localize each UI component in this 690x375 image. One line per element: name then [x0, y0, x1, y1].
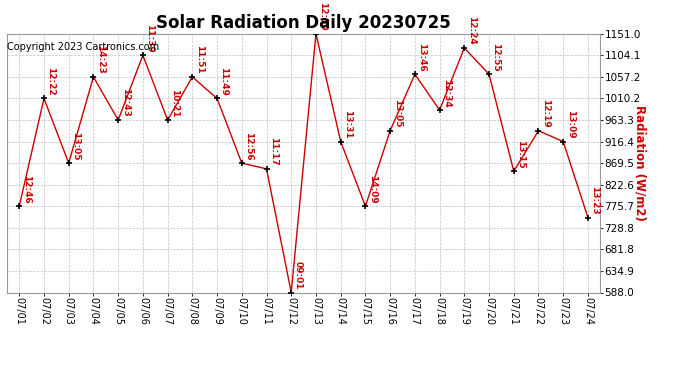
Text: 14:09: 14:09	[368, 175, 377, 204]
Text: 13:23: 13:23	[591, 186, 600, 215]
Text: 13:46: 13:46	[417, 43, 426, 71]
Text: 12:46: 12:46	[21, 175, 31, 204]
Text: 11:51: 11:51	[195, 45, 204, 74]
Text: 13:15: 13:15	[516, 140, 525, 168]
Text: 12:56: 12:56	[244, 132, 253, 160]
Text: 09:01: 09:01	[294, 261, 303, 290]
Text: 12:24: 12:24	[466, 16, 476, 45]
Text: 12:55: 12:55	[491, 43, 500, 71]
Text: 11:17: 11:17	[269, 137, 278, 166]
Text: 14:23: 14:23	[96, 45, 105, 74]
Text: 13:05: 13:05	[393, 99, 402, 128]
Text: 11:49: 11:49	[219, 67, 228, 96]
Title: Solar Radiation Daily 20230725: Solar Radiation Daily 20230725	[156, 14, 451, 32]
Text: 13:05: 13:05	[71, 132, 80, 160]
Text: 12:19: 12:19	[541, 99, 550, 128]
Text: 13:31: 13:31	[343, 110, 352, 139]
Text: 11:39: 11:39	[146, 24, 155, 52]
Text: 12:22: 12:22	[46, 67, 55, 96]
Text: Copyright 2023 Cartronics.com: Copyright 2023 Cartronics.com	[8, 42, 159, 51]
Y-axis label: Radiation (W/m2): Radiation (W/m2)	[633, 105, 647, 221]
Text: 12:43: 12:43	[121, 88, 130, 117]
Text: 13:09: 13:09	[566, 110, 575, 139]
Text: 10:21: 10:21	[170, 89, 179, 117]
Text: 12:34: 12:34	[442, 78, 451, 107]
Text: 12:50: 12:50	[318, 3, 328, 31]
